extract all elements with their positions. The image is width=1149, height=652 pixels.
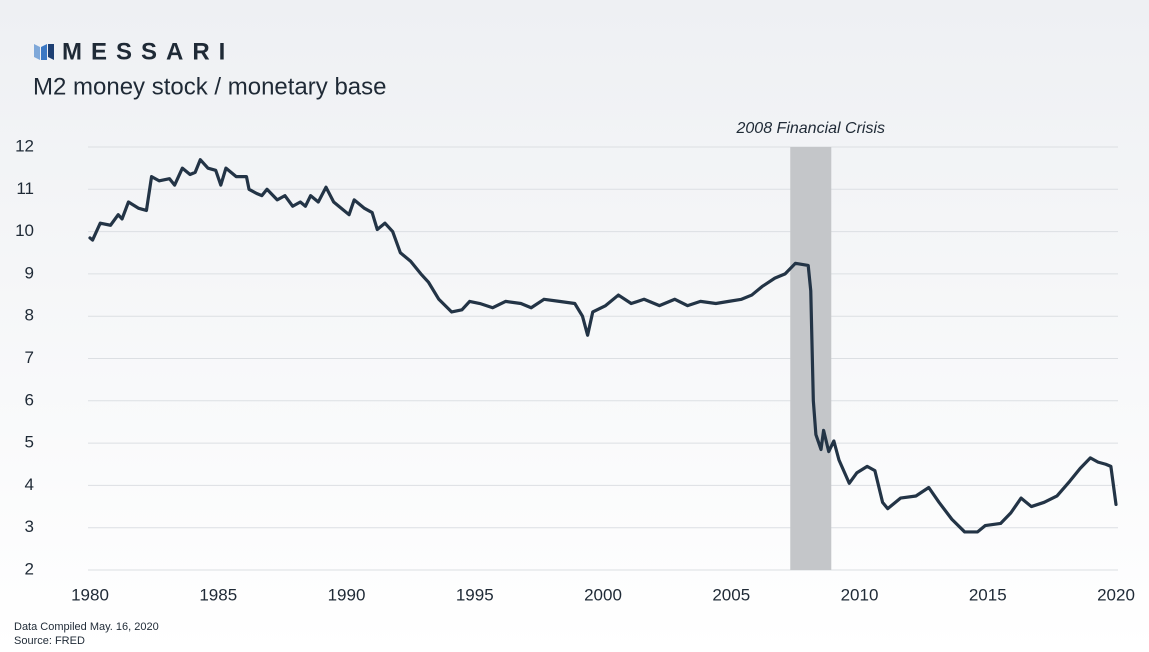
chart-title: M2 money stock / monetary base — [33, 73, 386, 100]
x-tick-label: 2010 — [841, 585, 879, 604]
note: Data Compiled May. 16, 2020 — [14, 621, 159, 633]
x-tick-label: 2000 — [584, 585, 622, 604]
note: Source: FRED — [14, 635, 85, 647]
y-tick-label: 6 — [25, 390, 34, 409]
line — [88, 158, 1118, 534]
x-tick-label: 2015 — [969, 585, 1007, 604]
x-tick-label: 2005 — [712, 585, 750, 604]
y-tick-label: 8 — [25, 306, 34, 325]
y-tick-label: 9 — [25, 263, 34, 282]
y-tick-label: 7 — [25, 348, 34, 367]
x-tick-label: 1985 — [199, 585, 237, 604]
logo-icon — [34, 44, 54, 60]
annotation: 2008 Financial Crisis — [736, 120, 886, 137]
x-tick-label: 2020 — [1097, 585, 1135, 604]
plot-area: 2 3 4 5 6 7 8 9 10 11 12 1980 1985 1990 1995 2000 2005 20… — [15, 120, 1135, 604]
x-tick-label: 1990 — [328, 585, 366, 604]
y-tick-label: 12 — [15, 136, 34, 155]
y-tick-label: 2 — [25, 559, 34, 578]
x-tick-label: 1995 — [456, 585, 494, 604]
x-tick-label: 1980 — [71, 585, 109, 604]
y-tick-label: 3 — [25, 517, 34, 536]
y-tick-label: 11 — [16, 179, 34, 198]
y-tick-label: 10 — [15, 221, 34, 240]
y-tick-label: 5 — [25, 433, 34, 452]
brand: MESSARI — [62, 38, 234, 65]
y-tick-label: 4 — [25, 475, 34, 494]
